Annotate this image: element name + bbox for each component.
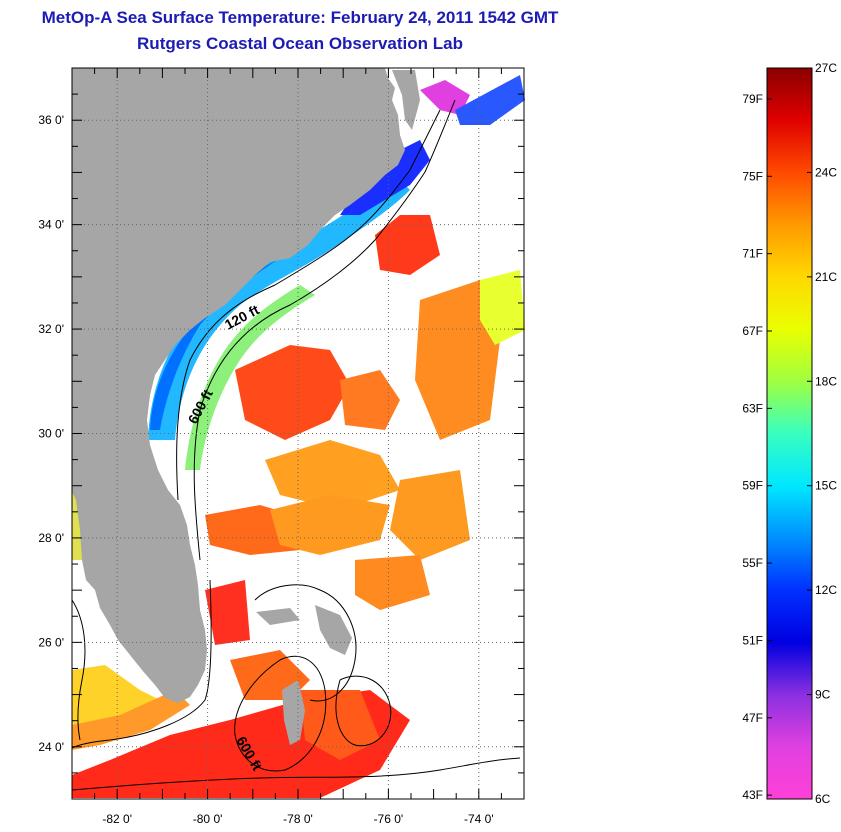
celsius-tick-label: 27C: [815, 61, 837, 75]
fahrenheit-tick-label: 79F: [742, 92, 763, 106]
celsius-tick-label: 6C: [815, 792, 831, 806]
fahrenheit-tick-label: 59F: [742, 479, 763, 493]
map-ticks: -82 0' -80 0' -78 0' -76 0' -74 0' 36 0' 34 0'…: [38, 67, 525, 826]
graticule: [72, 68, 524, 799]
lat-tick-label: 34 0': [38, 218, 64, 232]
sst-deep-cold-band: [150, 258, 280, 430]
lon-tick-label: -76 0': [374, 812, 404, 826]
contour-120ft: [176, 109, 441, 501]
bathymetry-contours: [71, 99, 521, 791]
sst-orange-patch-5: [270, 495, 390, 555]
fahrenheit-tick-label: 75F: [742, 169, 763, 183]
land-outer-banks-north: [392, 70, 420, 130]
fahrenheit-tick-label: 63F: [742, 401, 763, 415]
contour-bahamas-1: [254, 584, 357, 702]
lat-tick-label: 32 0': [38, 322, 64, 336]
lon-tick-label: -78 0': [283, 812, 313, 826]
map-title: MetOp-A Sea Surface Temperature: Februar…: [41, 8, 559, 27]
fahrenheit-tick-label: 51F: [742, 633, 763, 647]
sst-north-magenta: [420, 80, 470, 115]
sst-orange-patch-3: [390, 470, 470, 560]
celsius-tick-label: 21C: [815, 270, 837, 284]
contour-florida-shelf: [71, 579, 212, 749]
colorbar: 27C 24C 21C 18C 15C 12C 9C 6C 79F 75F 71F 67F 63F 59F…: [742, 61, 837, 806]
fahrenheit-tick-label: 47F: [742, 711, 763, 725]
land-bahamas-andros: [282, 680, 305, 745]
sst-orange-patch-south-2: [300, 690, 380, 760]
contour-600ft: [193, 99, 456, 561]
colorbar-scale: [766, 67, 813, 800]
land: [72, 68, 420, 745]
sst-green-band: [185, 285, 315, 470]
sst-north-cold: [340, 140, 430, 215]
celsius-tick-label: 24C: [815, 165, 837, 179]
sst-orange-patch-6: [355, 555, 430, 610]
sst-cold-coastal-band: [148, 175, 410, 440]
lat-tick-label: 36 0': [38, 113, 64, 127]
sst-orange-patch-2: [265, 440, 400, 510]
fahrenheit-tick-label: 67F: [742, 324, 763, 338]
celsius-tick-label: 9C: [815, 688, 831, 702]
land-mainland: [72, 68, 405, 703]
fahrenheit-tick-label: 43F: [742, 788, 763, 802]
map-subtitle: Rutgers Coastal Ocean Observation Lab: [137, 34, 463, 53]
contour-gulf-west: [71, 599, 86, 741]
lon-tick-label: -74 0': [464, 812, 494, 826]
lon-tick-label: -80 0': [193, 812, 223, 826]
lat-tick-label: 28 0': [38, 531, 64, 545]
lat-tick-label: 30 0': [38, 427, 64, 441]
sst-warm-patch-1: [375, 215, 440, 275]
celsius-tick-label: 12C: [815, 583, 837, 597]
celsius-tick-label: 18C: [815, 374, 837, 388]
sst-yellow-patch-east: [480, 270, 525, 345]
land-bahamas-grand: [256, 608, 300, 625]
sst-warm-patch-2: [235, 345, 350, 440]
contour-bahamas-2: [234, 655, 327, 772]
fahrenheit-tick-label: 71F: [742, 247, 763, 261]
sst-north-blue2: [455, 75, 525, 125]
sst-raster: [72, 75, 525, 798]
contour-cuba-north: [71, 757, 521, 791]
celsius-tick-label: 15C: [815, 479, 837, 493]
colorbar-ticks: 27C 24C 21C 18C 15C 12C 9C 6C 79F 75F 71F 67F 63F 59F…: [742, 61, 837, 806]
sst-warm-patch-3: [340, 370, 400, 430]
contour-bahamas-3: [335, 675, 392, 747]
sst-gulf-warm: [72, 690, 190, 750]
land-bahamas-abaco: [315, 605, 352, 655]
lat-tick-label: 24 0': [38, 740, 64, 754]
lat-tick-label: 26 0': [38, 635, 64, 649]
fahrenheit-tick-label: 55F: [742, 556, 763, 570]
sst-red-patch-south-east: [205, 580, 250, 645]
lon-tick-label: -82 0': [102, 812, 132, 826]
